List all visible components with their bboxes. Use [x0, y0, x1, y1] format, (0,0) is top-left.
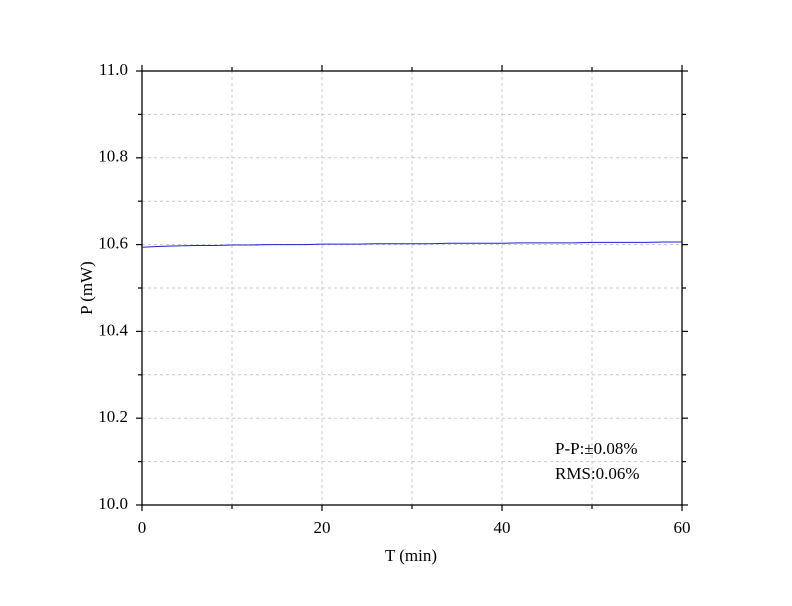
data-line: [141, 241, 682, 248]
y-tick-label: 10.0: [98, 494, 128, 513]
x-tick-label: 20: [314, 518, 331, 537]
y-tick-label: 10.2: [98, 407, 128, 426]
y-tick-label: 10.6: [98, 234, 128, 253]
x-tick-label: 60: [674, 518, 691, 537]
annotation: RMS:0.06%: [555, 464, 640, 483]
y-tick-label: 10.8: [98, 147, 128, 166]
y-axis-label: P (mW): [77, 261, 96, 315]
x-axis-label: T (min): [385, 546, 437, 565]
y-tick-label: 10.4: [98, 320, 128, 339]
x-tick-label: 0: [138, 518, 147, 537]
y-tick-label: 11.0: [99, 60, 128, 79]
x-tick-label: 40: [494, 518, 511, 537]
annotation: P-P:±0.08%: [555, 439, 638, 458]
